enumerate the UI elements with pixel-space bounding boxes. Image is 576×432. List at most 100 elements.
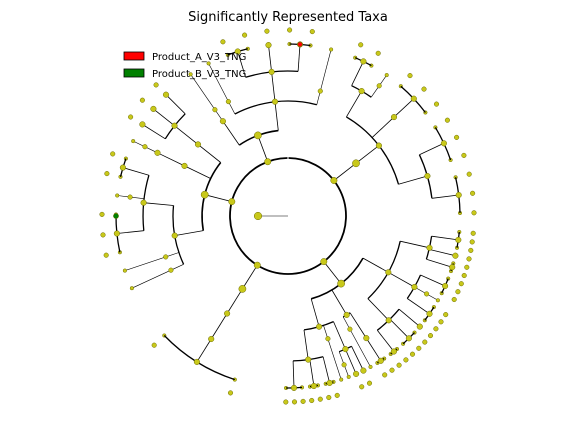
taxon-node-165 — [100, 232, 106, 238]
branch — [331, 289, 348, 316]
taxon-node-21 — [271, 98, 279, 105]
branch — [122, 167, 150, 176]
taxon-node-122 — [353, 370, 360, 377]
taxon-node-3 — [206, 61, 211, 66]
taxon-node-136 — [309, 397, 315, 404]
taxon-node-43 — [454, 134, 460, 140]
taxon-node-106 — [385, 317, 392, 324]
branch — [323, 261, 342, 284]
taxon-node-176 — [140, 199, 147, 206]
taxon-node-194 — [228, 198, 236, 206]
taxon-node-114 — [368, 364, 373, 369]
branch — [210, 313, 228, 340]
taxon-node-158 — [129, 286, 134, 291]
taxon-node-172 — [104, 171, 110, 177]
taxon-node-192 — [194, 141, 202, 148]
taxon-node-124 — [341, 362, 347, 368]
taxon-node-167 — [99, 211, 105, 217]
taxon-node-137 — [310, 382, 317, 390]
branch — [420, 274, 446, 287]
branch — [342, 316, 371, 368]
branch — [124, 252, 179, 271]
branch — [362, 257, 389, 273]
taxon-node-1 — [212, 107, 218, 113]
taxon-node-118 — [366, 380, 373, 386]
taxon-node-184 — [139, 121, 146, 128]
taxon-node-69 — [464, 264, 470, 270]
branch — [268, 45, 272, 72]
branch — [204, 194, 232, 202]
legend: Product_A_V3_TNG Product_B_V3_TNG — [123, 51, 246, 80]
taxon-node-189 — [153, 82, 159, 88]
branch — [274, 101, 279, 131]
taxon-node-18 — [268, 68, 275, 75]
taxon-node-154 — [208, 335, 215, 343]
taxon-node-56 — [352, 159, 360, 168]
taxon-node-152 — [151, 342, 157, 348]
taxon-node-159 — [168, 267, 174, 273]
legend-swatch-product-b — [123, 68, 145, 78]
branch — [142, 124, 166, 140]
taxon-node-29 — [384, 73, 389, 78]
branch — [303, 329, 309, 360]
taxon-node-123 — [346, 374, 351, 379]
branch — [431, 194, 459, 199]
taxon-node-93 — [416, 323, 423, 330]
taxon-node-2 — [219, 118, 226, 125]
taxon-node-80 — [442, 282, 449, 290]
taxon-node-45 — [461, 152, 467, 158]
taxon-node-27 — [375, 50, 381, 56]
taxon-node-55 — [375, 142, 382, 149]
branch — [333, 162, 357, 181]
taxon-node-147 — [337, 279, 345, 288]
branch — [367, 298, 389, 321]
taxon-node-81 — [435, 298, 440, 303]
taxon-node-174 — [110, 151, 116, 157]
taxon-node-155 — [224, 310, 231, 317]
taxon-node-48 — [466, 171, 472, 177]
branch — [322, 356, 330, 383]
taxon-node-73 — [426, 244, 433, 251]
taxon-node-107 — [385, 269, 392, 276]
branch — [400, 240, 430, 249]
branch — [143, 202, 174, 206]
taxon-node-150 — [227, 390, 234, 396]
figure-title: Significantly Represented Taxa — [188, 10, 388, 25]
taxon-node-197 — [113, 213, 119, 219]
taxon-node-187 — [150, 105, 157, 112]
taxon-node-145 — [305, 356, 312, 363]
taxon-node-61 — [469, 239, 475, 245]
taxon-node-195 — [253, 211, 263, 221]
taxon-node-196 — [297, 41, 303, 47]
branch — [174, 230, 204, 236]
taxon-node-89 — [426, 310, 433, 317]
taxon-node-6 — [220, 39, 226, 45]
taxon-node-67 — [452, 252, 459, 259]
taxon-node-14 — [287, 27, 293, 33]
taxon-node-115 — [347, 326, 353, 332]
taxon-node-129 — [334, 392, 340, 398]
taxon-node-75 — [458, 281, 464, 287]
taxon-node-119 — [360, 367, 367, 374]
taxon-node-186 — [139, 97, 145, 103]
taxon-node-9 — [234, 48, 241, 55]
branch — [351, 346, 364, 371]
taxon-node-141 — [291, 399, 298, 405]
taxon-node-38 — [410, 95, 417, 102]
taxon-node-125 — [342, 346, 349, 353]
taxon-node-139 — [300, 398, 306, 404]
taxon-node-8 — [242, 32, 248, 38]
branch — [371, 116, 395, 138]
taxon-node-99 — [409, 351, 416, 357]
branch — [393, 98, 415, 118]
branch — [242, 264, 258, 290]
branch — [131, 264, 184, 289]
taxon-node-52 — [471, 210, 477, 216]
taxon-node-41 — [444, 117, 450, 123]
branch — [389, 318, 410, 339]
branch — [345, 348, 357, 375]
taxon-node-90 — [411, 283, 418, 291]
taxon-node-148 — [320, 258, 328, 266]
taxon-node-156 — [238, 285, 247, 293]
